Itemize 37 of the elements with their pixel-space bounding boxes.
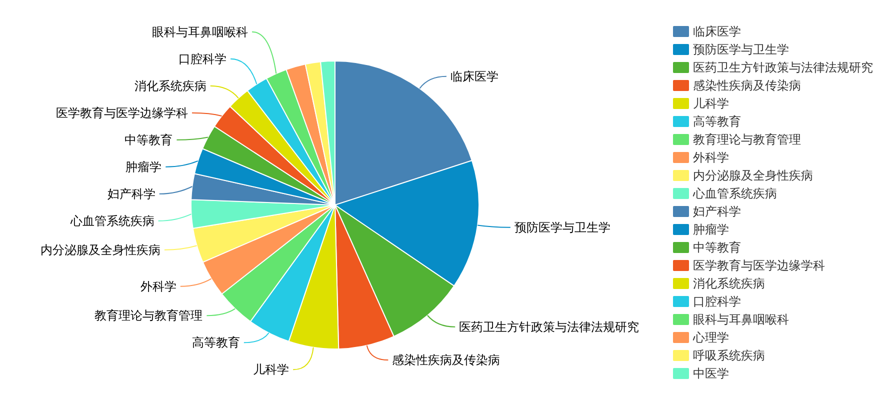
legend-label: 呼吸系统疾病 (693, 348, 765, 362)
slice-label: 肿瘤学 (126, 160, 162, 174)
legend-label: 高等教育 (693, 114, 741, 128)
legend-label: 中医学 (693, 366, 729, 380)
slice-label: 口腔科学 (178, 52, 227, 66)
legend-label: 心理学 (692, 330, 729, 344)
legend-label: 儿科学 (693, 96, 729, 110)
slice-label: 外科学 (140, 279, 176, 294)
legend-label: 口腔科学 (693, 294, 741, 308)
legend-label: 教育理论与教育管理 (693, 132, 801, 146)
slice-label: 临床医学 (450, 69, 498, 84)
slice-label: 眼科与耳鼻咽喉科 (152, 24, 248, 39)
legend-label: 预防医学与卫生学 (693, 42, 789, 56)
slice-label: 教育理论与教育管理 (94, 308, 203, 323)
legend-label: 中等教育 (693, 240, 741, 254)
slice-label: 感染性疾病及传染病 (392, 353, 500, 368)
legend-label: 外科学 (693, 150, 729, 164)
slice-label: 妇产科学 (107, 186, 156, 201)
slice-label: 高等教育 (192, 336, 240, 350)
legend-label: 眼科与耳鼻咽喉科 (693, 312, 789, 326)
slice-label: 消化系统疾病 (134, 78, 206, 93)
legend-label: 消化系统疾病 (693, 276, 765, 290)
slice-label: 医药卫生方针政策与法律法规研究 (459, 320, 640, 334)
legend-label: 医学教育与医学边缘学科 (693, 258, 825, 272)
legend-label: 心血管系统疾病 (692, 186, 777, 200)
legend-label: 肿瘤学 (693, 222, 729, 236)
legend-label: 医药卫生方针政策与法律法规研究 (693, 60, 873, 74)
legend-label: 妇产科学 (693, 204, 741, 218)
legend-label: 临床医学 (693, 24, 741, 38)
slice-label: 内分泌腺及全身性疾病 (40, 242, 160, 257)
slice-label: 医学教育与医学边缘学科 (56, 106, 188, 120)
slice-label: 中等教育 (124, 132, 173, 147)
legend-label: 感染性疾病及传染病 (693, 78, 801, 92)
slice-label: 心血管系统疾病 (69, 214, 154, 228)
slice-label: 预防医学与卫生学 (514, 220, 610, 234)
legend-label: 内分泌腺及全身性疾病 (693, 168, 813, 182)
slice-label: 儿科学 (253, 362, 290, 377)
